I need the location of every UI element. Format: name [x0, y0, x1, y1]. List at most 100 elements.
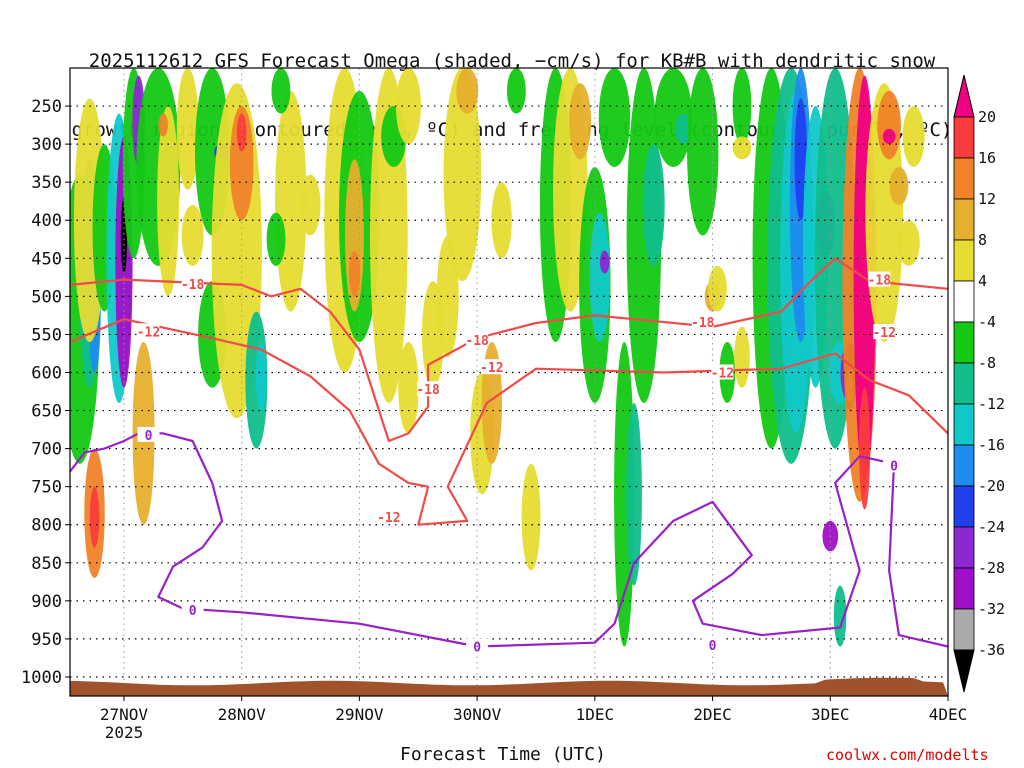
freezing-label-1: 0	[189, 604, 197, 619]
dgz-label-8-bg	[466, 331, 489, 347]
omega-patch-45	[506, 68, 526, 114]
colorbar-label-9: -20	[978, 477, 1005, 495]
freezing-label-2-bg	[466, 638, 489, 654]
omega-patch-70	[794, 98, 808, 221]
contours: -18 -12 -18 -12 -18 -12 -18 -12 -18 -12 0 0 0 0 0	[70, 257, 948, 656]
omega-patch-84	[889, 166, 909, 206]
omega-patch-54	[614, 342, 635, 647]
colorbar-label-10: -24	[978, 518, 1005, 536]
dgz-label-3-bg	[480, 359, 503, 375]
colorbar-bin-11	[953, 526, 975, 569]
colorbar-bin-13	[953, 608, 975, 651]
omega-patch-41	[456, 68, 479, 114]
omega-patch-27	[271, 68, 291, 114]
dgz-label-7: -12	[872, 326, 895, 341]
freezing-level-contour	[70, 432, 948, 648]
y-tick-label-1000: 1000	[21, 668, 62, 688]
y-tick-label-500: 500	[31, 287, 62, 307]
x-tick-label-1DEC: 1DEC	[576, 705, 615, 724]
colorbar-top-arrow	[953, 74, 975, 118]
x-tick-label-4DEC: 4DEC	[929, 705, 968, 724]
colorbar-label-13: -36	[978, 641, 1005, 659]
dgz-label-5-bg	[711, 364, 734, 380]
omega-patch-28	[266, 212, 286, 266]
x-tick-label-29NOV: 29NOV	[335, 705, 384, 724]
dgz-label-0: -18	[181, 278, 205, 293]
omega-patch-57	[642, 144, 665, 266]
omega-patch-65	[732, 68, 752, 145]
y-tick-label-600: 600	[31, 363, 62, 383]
dgz-label-8: -18	[465, 334, 489, 349]
colorbar-label-6: -8	[978, 354, 996, 372]
omega-patch-83	[882, 128, 896, 145]
colorbar-label-4: 4	[978, 272, 987, 290]
dgz-label-9-bg	[377, 509, 400, 525]
colorbar-bin-12	[953, 567, 975, 610]
title-line-1: 2025112612 GFS Forecast Omega (shaded, −…	[88, 50, 936, 72]
dgz-label-4-bg	[691, 314, 714, 330]
colorbar-label-1: 16	[978, 149, 996, 167]
colorbar-label-11: -28	[978, 559, 1005, 577]
omega-patch-80	[859, 387, 871, 510]
colorbar-bin-4	[953, 239, 975, 282]
omega-patch-89	[897, 220, 920, 266]
omega-patch-23	[236, 113, 247, 152]
y-tick-label-550: 550	[31, 325, 62, 345]
omega-patch-40	[443, 68, 482, 282]
y-tick-label-750: 750	[31, 478, 62, 498]
x-axis: 27NOV 28NOV 29NOV 30NOV 1DEC 2DEC 3DEC 4DEC 2025	[100, 696, 967, 742]
omega-patch-22	[229, 106, 254, 221]
dgz-label-1-bg	[137, 323, 160, 339]
colorbar-bin-7	[953, 362, 975, 405]
dgz-label-0-bg	[181, 276, 204, 292]
dgz-label-3: -12	[480, 361, 503, 376]
dgz-label-5: -12	[711, 366, 734, 381]
y-tick-label-350: 350	[31, 173, 62, 193]
omega-patch-52	[599, 250, 610, 274]
omega-patch-86	[833, 585, 847, 647]
omega-patch-88	[732, 136, 752, 160]
colorbar-label-5: -4	[978, 313, 996, 331]
y-axis: 250 300 350 400 450 500 550 600 650 700 750 800 850 9…	[21, 97, 70, 688]
omega-patch-14	[157, 106, 180, 297]
y-tick-label-300: 300	[31, 135, 62, 155]
omega-patch-44	[491, 182, 512, 259]
y-tick-label-800: 800	[31, 516, 62, 536]
colorbar-bin-1	[953, 116, 975, 159]
omega-patch-53	[598, 68, 631, 167]
dgz-label-7-bg	[873, 324, 896, 340]
x-tick-label-27NOV: 27NOV	[100, 705, 149, 724]
y-tick-label-950: 950	[31, 630, 62, 650]
y-tick-label-900: 900	[31, 592, 62, 612]
dgz-label-9: -12	[377, 511, 400, 526]
colorbar-label-7: -12	[978, 395, 1005, 413]
omega-patch-49	[569, 83, 592, 160]
colorbar-bin-2	[953, 157, 975, 200]
terrain-fill	[70, 677, 948, 696]
colorbar: 20 16 12 8 4 -4 -8 -12 -16 -20 -24 -28 -32 -36	[953, 74, 1005, 693]
colorbar-bin-3	[953, 198, 975, 241]
plot-frame	[69, 67, 949, 697]
y-tick-label-700: 700	[31, 440, 62, 460]
freezing-label-0-bg	[137, 426, 160, 442]
dgz-label-4: -18	[691, 316, 715, 331]
colorbar-label-3: 8	[978, 231, 987, 249]
dgz-label-6-bg	[868, 271, 891, 287]
x-tick-label-2DEC: 2DEC	[693, 705, 732, 724]
omega-patch-64	[734, 326, 750, 388]
colorbar-bin-10	[953, 485, 975, 528]
omega-patch-25	[255, 342, 267, 411]
omega-patch-33	[348, 250, 360, 297]
freezing-label-0: 0	[145, 429, 153, 444]
freezing-label-3-bg	[701, 636, 724, 652]
colorbar-label-12: -32	[978, 600, 1005, 618]
colorbar-bin-6	[953, 321, 975, 364]
x-tick-label-30NOV: 30NOV	[453, 705, 502, 724]
omega-patch-46	[521, 463, 541, 571]
colorbar-label-0: 20	[978, 108, 996, 126]
y-tick-label-250: 250	[31, 97, 62, 117]
omega-patch-15	[158, 113, 168, 137]
freezing-label-4: 0	[890, 459, 898, 474]
dgz-label-1: -12	[137, 325, 160, 340]
